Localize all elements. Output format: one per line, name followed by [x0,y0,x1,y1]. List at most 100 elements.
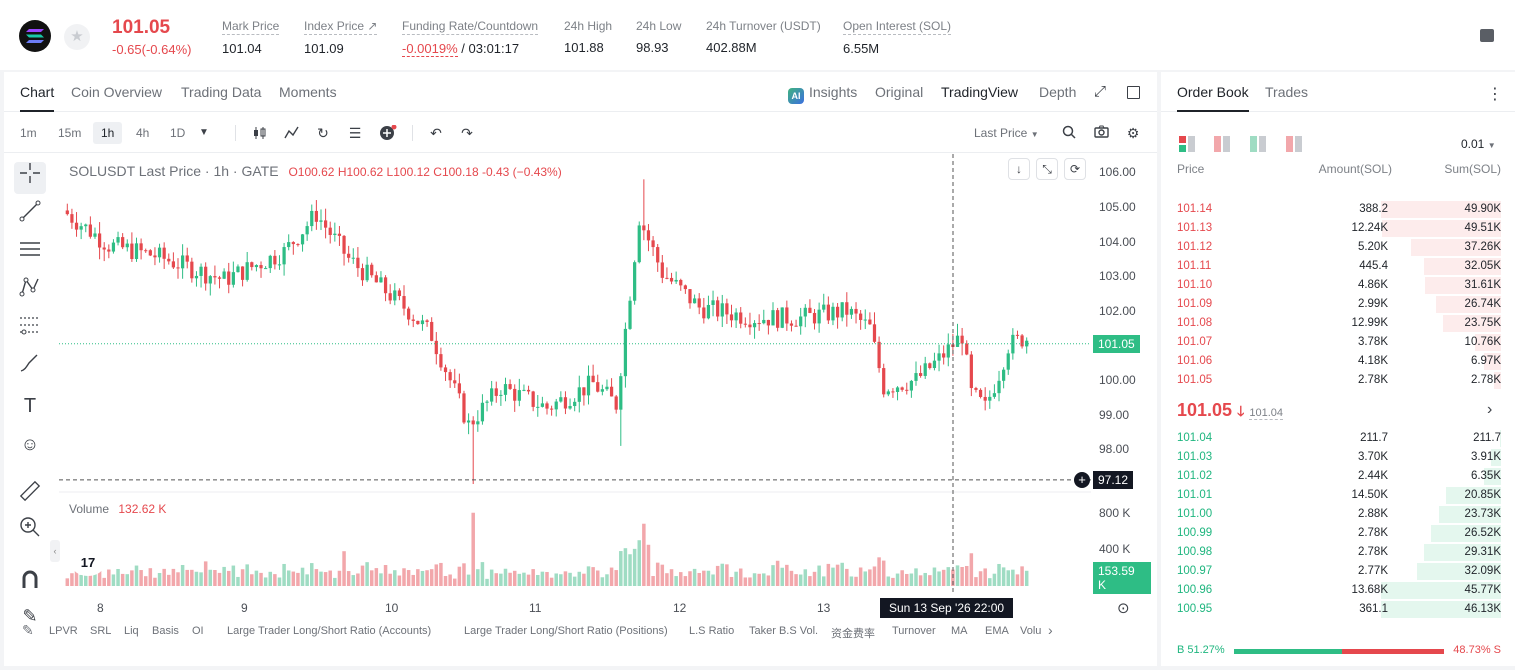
expand-icon[interactable]: ⤢ [1094,83,1107,100]
templates-icon[interactable]: ☰ [348,125,362,141]
candle-body [443,367,448,373]
ask-row[interactable]: 101.11 445.4 32.05K [1161,257,1515,276]
undo-icon[interactable]: ↶ [430,125,442,141]
indicator-item[interactable]: Large Trader Long/Short Ratio (Accounts) [227,625,432,637]
tab-depth[interactable]: Depth [1039,84,1077,100]
bid-row[interactable]: 100.95 361.1 46.13K [1161,600,1515,619]
candlestick-chart[interactable] [59,154,1091,594]
layout-both-icon[interactable] [1179,136,1197,155]
ask-row[interactable]: 101.12 5.20K 37.26K [1161,238,1515,257]
indicator-item[interactable]: SRL [90,625,112,637]
tab-trades[interactable]: Trades [1265,84,1309,100]
brush-icon[interactable] [14,352,46,384]
more-options-icon[interactable]: ⋮ [1487,86,1503,103]
bid-row[interactable]: 100.98 2.78K 29.31K [1161,543,1515,562]
search-icon[interactable] [1061,125,1077,141]
layout-asks-icon[interactable] [1214,136,1232,155]
bid-row[interactable]: 101.02 2.44K 6.35K [1161,467,1515,486]
bid-row[interactable]: 101.03 3.70K 3.91K [1161,448,1515,467]
layout-bids-icon[interactable] [1250,136,1268,155]
bid-row[interactable]: 100.97 2.77K 32.09K [1161,562,1515,581]
indicators-icon[interactable] [284,125,300,141]
add-order-plus-icon[interactable]: + [1074,471,1090,488]
tab-trading-data[interactable]: Trading Data [181,84,262,100]
pattern-icon[interactable] [14,276,46,308]
indicator-item[interactable]: MA [951,625,968,637]
indicator-item[interactable]: Volu [1020,625,1042,637]
ask-row[interactable]: 101.09 2.99K 26.74K [1161,295,1515,314]
indicator-item[interactable]: Basis [152,625,179,637]
tab-chart[interactable]: Chart [20,84,55,112]
ask-row[interactable]: 101.14 388.2 49.90K [1161,200,1515,219]
bid-row[interactable]: 100.96 13.68K 45.77K [1161,581,1515,600]
bid-row[interactable]: 101.04 211.7 211.7 [1161,429,1515,448]
settings-icon[interactable]: ⊙ [1117,600,1130,617]
candle-body [204,266,208,284]
volume-bar [88,566,93,586]
bid-row[interactable]: 101.01 14.50K 20.85K [1161,486,1515,505]
candle-body [882,368,886,395]
indicator-item[interactable]: Large Trader Long/Short Ratio (Positions… [464,625,668,637]
fib-retracement-icon[interactable] [14,314,46,346]
precision-select[interactable]: 0.01 ▼ [1461,137,1496,151]
timeframe-15m[interactable]: 15m [58,126,82,140]
ask-row[interactable]: 101.05 2.78K 2.78K [1161,371,1515,390]
reset-view-icon[interactable]: ⟳ [1064,158,1086,180]
timeframe-1m[interactable]: 1m [20,126,37,140]
draw-lock-icon[interactable]: ✎ [22,606,38,626]
tab-tradingview[interactable]: TradingView [941,84,1019,100]
indicator-item[interactable]: Turnover [892,625,936,637]
collapse-toolbar-handle[interactable]: ‹ [50,540,60,562]
zoom-in-icon[interactable] [14,516,46,548]
chevron-right-icon[interactable]: › [1048,622,1053,638]
replay-icon[interactable]: ↻ [317,125,329,141]
price-type-select[interactable]: Last Price ▼ [974,126,1039,140]
timeframe-1h[interactable]: 1h [93,122,123,144]
tab-original[interactable]: Original [875,84,924,100]
settings-gear-icon[interactable]: ⚙ [1126,125,1140,141]
indicator-item[interactable]: L.S Ratio [689,625,735,637]
tab-insights[interactable]: AI Insights [788,84,857,104]
chevron-right-icon[interactable]: › [1487,401,1493,418]
bid-row[interactable]: 100.99 2.78K 26.52K [1161,524,1515,543]
scroll-down-icon[interactable]: ↓ [1008,158,1030,180]
indicator-item[interactable]: LPVR [49,625,78,637]
ask-row[interactable]: 101.08 12.99K 23.75K [1161,314,1515,333]
candle-type-icon[interactable] [252,125,268,141]
timeframe-1d[interactable]: 1D [170,126,186,140]
tab-coin-overview[interactable]: Coin Overview [71,84,163,100]
book-icon[interactable] [1480,29,1494,42]
stat-index-price[interactable]: Index Price ↗ 101.09 [304,19,378,56]
add-alert-icon[interactable] [379,124,397,141]
timeframe-dropdown-icon[interactable]: ▼ [199,127,209,138]
indicator-item[interactable]: EMA [985,625,1009,637]
ask-row[interactable]: 101.07 3.78K 10.76K [1161,333,1515,352]
indicator-item[interactable]: OI [192,625,204,637]
camera-icon[interactable] [1093,125,1109,141]
ask-row[interactable]: 101.06 4.18K 6.97K [1161,352,1515,371]
ask-row[interactable]: 101.13 12.24K 49.51K [1161,219,1515,238]
ask-row[interactable]: 101.10 4.86K 31.61K [1161,276,1515,295]
timeframe-4h[interactable]: 4h [136,126,150,140]
edit-indicators-icon[interactable]: ✎ [22,622,34,638]
magnet-icon[interactable] [14,568,46,600]
indicator-item[interactable]: Liq [124,625,139,637]
trend-line-icon[interactable] [14,200,46,232]
redo-icon[interactable]: ↷ [461,125,473,141]
indicator-item[interactable]: Taker B.S Vol. [749,625,819,637]
bid-row[interactable]: 101.00 2.88K 23.73K [1161,505,1515,524]
indicator-item[interactable]: 资金费率 [831,628,875,640]
collapse-icon[interactable]: ⤡ [1036,158,1058,180]
layout-alt-icon[interactable] [1286,136,1304,155]
favorite-star-icon[interactable]: ★ [64,24,90,50]
window-icon[interactable] [1127,86,1140,99]
horizontal-lines-icon[interactable] [14,238,46,270]
emoji-icon[interactable]: ☺ [20,434,40,454]
ruler-icon[interactable] [14,480,46,512]
mid-price[interactable]: 101.05 🡓 101.04 [1177,400,1284,425]
tab-order-book[interactable]: Order Book [1177,84,1249,112]
stat-mark-price: Mark Price 101.04 [222,19,280,56]
tab-moments[interactable]: Moments [279,84,337,100]
crosshair-icon[interactable] [14,162,46,194]
text-tool-icon[interactable]: T [23,395,37,417]
